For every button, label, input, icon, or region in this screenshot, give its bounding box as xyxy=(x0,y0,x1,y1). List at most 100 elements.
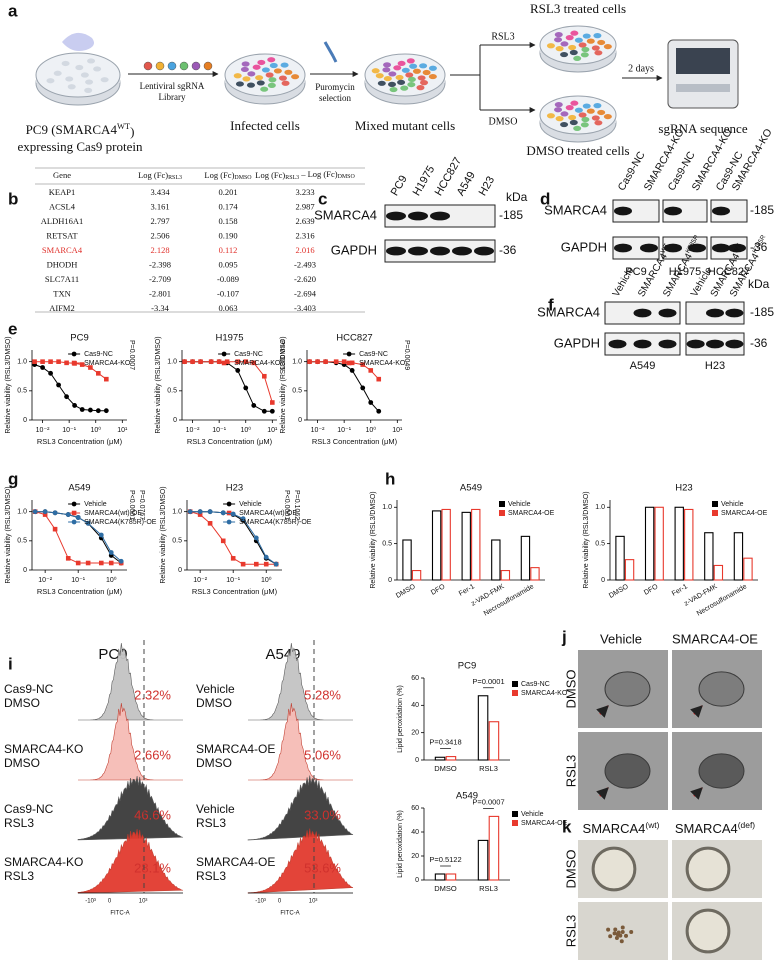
blot-band xyxy=(408,246,428,256)
blot-band xyxy=(706,339,724,349)
table-cell: KEAP1 xyxy=(49,187,75,197)
blot-band xyxy=(430,246,450,256)
percent-label: 46.6% xyxy=(134,807,171,822)
cell-icon xyxy=(603,113,612,120)
cas9-icon xyxy=(62,32,94,51)
x-tick-label: 10⁻¹ xyxy=(337,427,351,434)
legend-label: SMARCA4-KO xyxy=(234,360,281,367)
em-arrow xyxy=(690,787,703,800)
blot-band xyxy=(614,243,632,253)
table-cell: -3.403 xyxy=(294,303,316,313)
cell-icon xyxy=(291,74,300,80)
cell-icon xyxy=(594,120,603,126)
x-tick-label: 10⁰ xyxy=(106,576,117,584)
x-axis-label: RSL3 Concentration (μM) xyxy=(312,437,398,446)
lane-label-sup: WT xyxy=(732,242,743,254)
row-label: DMSO xyxy=(4,756,40,770)
cell-icon xyxy=(371,68,380,74)
data-point xyxy=(75,515,81,520)
cell-icon xyxy=(574,37,583,43)
blot-band xyxy=(386,211,406,221)
bar xyxy=(624,559,635,581)
header-main: Log (Fc) xyxy=(138,170,168,180)
column-label-main: SMARCA4 xyxy=(583,821,646,836)
x-tick-label: Necrosulfonamide xyxy=(483,583,535,617)
table-cell: -0.107 xyxy=(217,288,239,298)
y-tick-label: 0.5 xyxy=(17,388,27,395)
cell-icon xyxy=(240,66,249,73)
blot xyxy=(662,236,708,260)
data-point xyxy=(108,560,114,566)
blot-band xyxy=(452,246,472,256)
table-cell: 0.158 xyxy=(218,216,237,226)
cell-icon xyxy=(573,55,582,62)
table-cell: AIFM2 xyxy=(49,303,75,313)
x-tick-label: 10⁻¹ xyxy=(71,577,85,584)
data-point xyxy=(207,509,213,515)
cell-icon xyxy=(61,60,70,67)
y-tick-label: 40 xyxy=(411,829,419,836)
blot-band xyxy=(614,206,632,216)
data-point xyxy=(315,359,320,364)
row-label: Cas9-NC xyxy=(4,682,54,696)
legend-marker xyxy=(226,510,232,516)
panel-letter: k xyxy=(562,817,572,836)
marker-label: -185 xyxy=(750,305,774,319)
cell-icon xyxy=(591,45,600,51)
y-tick-label: 20 xyxy=(411,853,419,860)
cell-sphere xyxy=(685,846,731,892)
cell-icon xyxy=(573,125,582,132)
data-point xyxy=(88,407,93,413)
x-tick-label: 10⁻² xyxy=(193,577,207,584)
flow-tick-label: 0 xyxy=(108,899,112,905)
cell-icon xyxy=(256,80,265,86)
data-point xyxy=(235,359,241,364)
dish-top xyxy=(35,52,121,98)
data-point xyxy=(261,408,267,414)
column-label-sup: (def) xyxy=(738,820,756,830)
legend-label: SMARCA4(K785R)-OE xyxy=(84,519,157,526)
data-point xyxy=(230,511,236,517)
y-tick-label: 1.0 xyxy=(595,504,605,511)
y-tick-label: 60 xyxy=(411,805,419,812)
cell-label: A549 xyxy=(630,360,656,372)
x-tick-label: 10⁰ xyxy=(240,426,251,434)
cell-icon xyxy=(560,111,569,117)
x-tick-label: 10⁻² xyxy=(38,577,52,584)
legend-label: SMARCA4-KO xyxy=(521,690,568,697)
y-tick-label: 1.0 xyxy=(382,504,392,511)
cell-icon xyxy=(603,43,612,50)
legend-swatch xyxy=(712,501,718,507)
header-main: Log (Fc) xyxy=(204,170,234,180)
legend-marker xyxy=(226,519,232,525)
bar xyxy=(402,539,412,581)
start-label-tail: ) xyxy=(130,124,134,139)
legend-marker xyxy=(71,519,77,525)
bar xyxy=(488,815,500,881)
data-point xyxy=(270,400,275,405)
library-dot xyxy=(155,61,165,71)
legend-label: Vehicle xyxy=(721,501,744,508)
panel-letter: f xyxy=(548,295,554,314)
flow-tick-label: -10³ xyxy=(255,899,266,905)
cell-icon xyxy=(412,68,421,74)
y-axis-label: Relative viability (RSL3/DMSO) xyxy=(583,491,590,588)
cell-icon xyxy=(388,81,397,87)
legend-label: Cas9-NC xyxy=(84,351,113,358)
cell-sphere xyxy=(591,846,637,892)
cell-icon xyxy=(578,42,587,48)
cell-icon xyxy=(87,58,96,64)
table-cell: SLC7A11 xyxy=(45,274,79,284)
data-point xyxy=(79,407,85,412)
legend-swatch xyxy=(499,510,505,516)
cell-icon xyxy=(235,81,244,87)
p-value: P<0.0001 xyxy=(128,490,135,520)
table-header: Gene xyxy=(53,170,71,180)
cell-icon xyxy=(93,66,102,72)
lane-label-sup: WT xyxy=(659,242,670,254)
x-tick-label: Fer-1 xyxy=(671,583,689,597)
y-tick-label: 20 xyxy=(411,730,419,737)
bar xyxy=(434,756,446,761)
data-point xyxy=(243,359,249,364)
flow-axis-title: FITC-A xyxy=(110,911,129,917)
